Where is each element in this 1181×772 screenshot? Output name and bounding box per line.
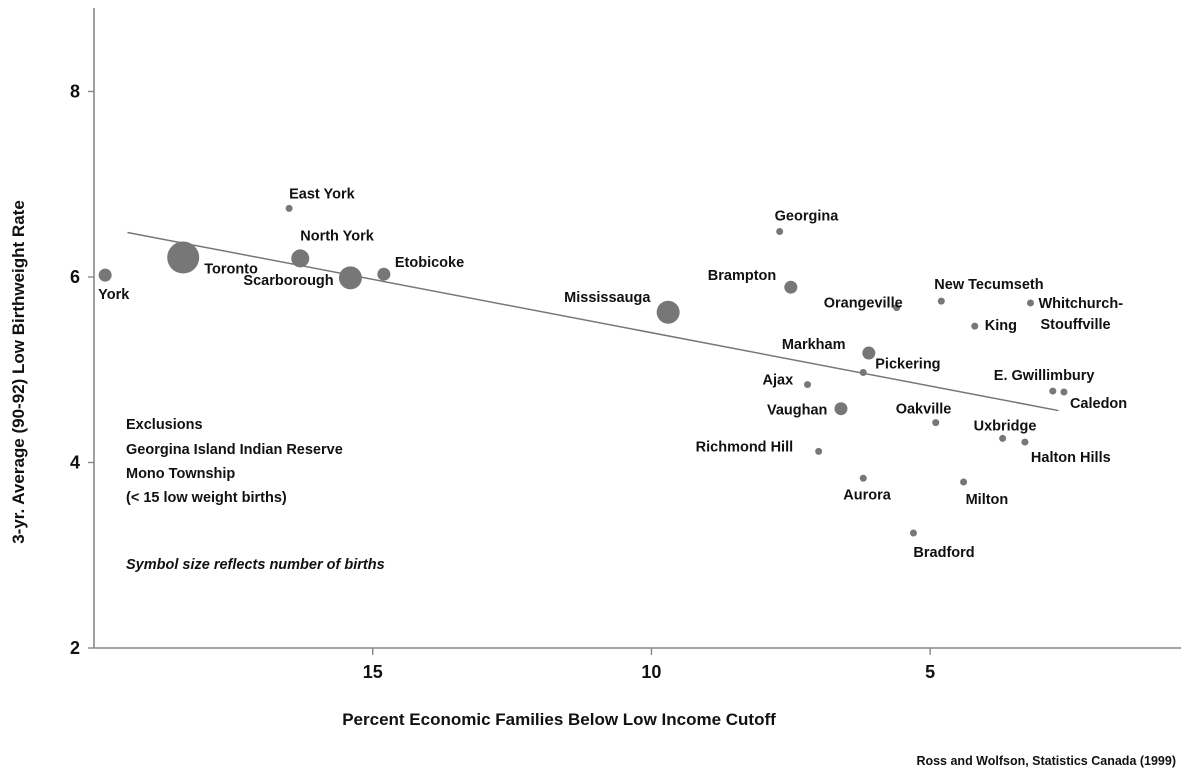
data-point — [999, 434, 1007, 442]
data-point — [776, 228, 784, 236]
exclusion-item: Georgina Island Indian Reserve — [126, 442, 343, 458]
data-point-label: Orangeville — [824, 296, 903, 312]
data-point-label: Milton — [966, 492, 1009, 508]
data-point-label: Etobicoke — [395, 255, 464, 271]
x-tick-label: 10 — [641, 662, 661, 682]
data-point — [1021, 438, 1029, 446]
data-point-label: Markham — [782, 337, 846, 353]
data-point-label: Toronto — [204, 262, 258, 278]
data-point — [1026, 299, 1034, 307]
data-point — [1060, 388, 1068, 396]
data-point — [859, 369, 867, 377]
x-axis-title: Percent Economic Families Below Low Inco… — [342, 710, 776, 729]
exclusion-item: (< 15 low weight births) — [126, 490, 287, 506]
data-point — [909, 529, 917, 537]
data-point-label: North York — [300, 228, 375, 244]
data-point — [834, 402, 848, 416]
exclusions-note: Exclusions Georgina Island Indian Reserv… — [126, 417, 343, 506]
data-point-label: Pickering — [875, 357, 940, 373]
data-point — [98, 268, 112, 282]
y-axis-title: 3-yr. Average (90-92) Low Birthweight Ra… — [9, 200, 28, 544]
data-point — [656, 300, 680, 324]
data-point-label: Georgina — [775, 209, 840, 225]
axes — [93, 8, 1181, 649]
x-tick-label: 5 — [925, 662, 935, 682]
data-point-label: Caledon — [1070, 396, 1127, 412]
symbol-size-note: Symbol size reflects number of births — [126, 557, 385, 573]
data-point — [971, 322, 979, 330]
data-point — [1049, 387, 1057, 395]
data-point — [167, 241, 200, 274]
x-tick-label: 15 — [363, 662, 383, 682]
data-point — [338, 266, 362, 290]
data-point-label: Ajax — [763, 373, 794, 389]
data-point-label: New Tecumseth — [934, 277, 1043, 293]
y-tick-label: 8 — [70, 81, 80, 101]
data-point — [291, 249, 310, 268]
data-point — [784, 280, 798, 294]
data-point-label: York — [98, 287, 130, 303]
exclusions-title: Exclusions — [126, 417, 203, 433]
data-point — [932, 419, 940, 427]
data-point — [937, 297, 945, 305]
y-tick-label: 2 — [70, 638, 80, 658]
trend-line-group — [127, 231, 1059, 412]
data-point-label: Mississauga — [564, 290, 651, 306]
tick-group: 2 4 6 8 15 10 5 — [70, 81, 935, 682]
trend-line — [127, 231, 1059, 412]
data-point — [285, 204, 293, 212]
y-tick-label: 4 — [70, 452, 80, 472]
data-point-label: Halton Hills — [1031, 450, 1111, 466]
data-point-label: King — [985, 318, 1017, 334]
data-point — [960, 478, 968, 486]
data-point-label: E. Gwillimbury — [994, 368, 1095, 384]
data-point — [893, 304, 901, 312]
exclusion-item: Mono Township — [126, 466, 235, 482]
data-point-label: Richmond Hill — [696, 439, 793, 455]
data-point — [859, 474, 867, 482]
data-point — [815, 447, 823, 455]
data-point-group — [98, 204, 1068, 537]
data-point-label: Stouffville — [1040, 317, 1110, 333]
data-point-label: Scarborough — [243, 273, 333, 289]
data-point-label: Brampton — [708, 268, 776, 284]
data-point — [804, 381, 812, 389]
point-label-group: York Toronto East York North York Scarboroug… — [98, 186, 1127, 561]
data-point-label: Bradford — [913, 545, 974, 561]
data-point-label: Vaughan — [767, 403, 827, 419]
data-point-label: Oakville — [896, 402, 952, 418]
y-tick-label: 6 — [70, 267, 80, 287]
data-point — [862, 346, 876, 360]
data-point — [377, 267, 391, 281]
data-point-label: Aurora — [843, 487, 891, 503]
data-point-label: East York — [289, 186, 355, 202]
source-credit: Ross and Wolfson, Statistics Canada (199… — [916, 754, 1176, 768]
data-point-label: Uxbridge — [974, 418, 1037, 434]
data-point-label: Whitchurch- — [1038, 296, 1123, 312]
